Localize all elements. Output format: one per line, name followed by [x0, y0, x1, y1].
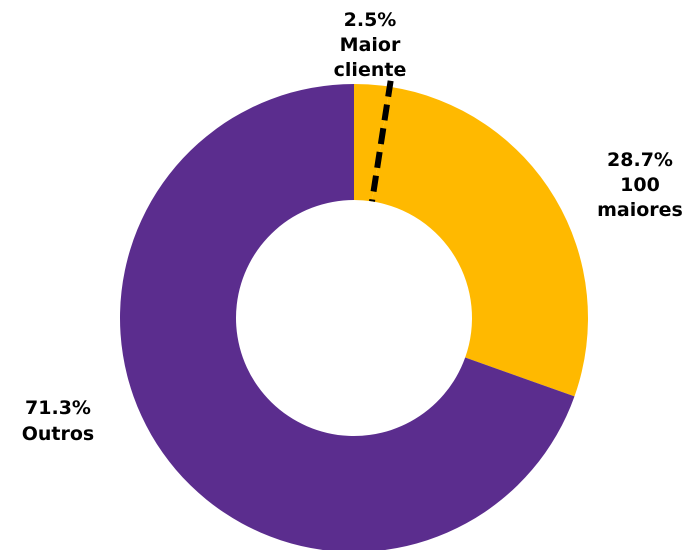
- label-maior-cliente-pct: 2.5%: [344, 9, 397, 31]
- slice-maior-cliente: [354, 84, 390, 202]
- slice-outros: [120, 84, 575, 550]
- label-outros-line1: Outros: [22, 423, 95, 445]
- label-maior-cliente-line1: Maior: [340, 34, 401, 56]
- label-maior-cliente: 2.5% Maior cliente: [334, 9, 407, 81]
- label-100-maiores-line2: maiores: [597, 199, 683, 221]
- label-100-maiores-line1: 100: [620, 174, 660, 196]
- label-outros: 71.3% Outros: [22, 397, 95, 445]
- slice-100-maiores: [372, 86, 588, 397]
- maior-cliente-divider: [369, 80, 394, 202]
- label-outros-pct: 71.3%: [25, 397, 91, 419]
- label-maior-cliente-line2: cliente: [334, 59, 407, 81]
- label-100-maiores: 28.7% 100 maiores: [597, 149, 683, 221]
- donut-slices: [120, 84, 588, 550]
- label-100-maiores-pct: 28.7%: [607, 149, 673, 171]
